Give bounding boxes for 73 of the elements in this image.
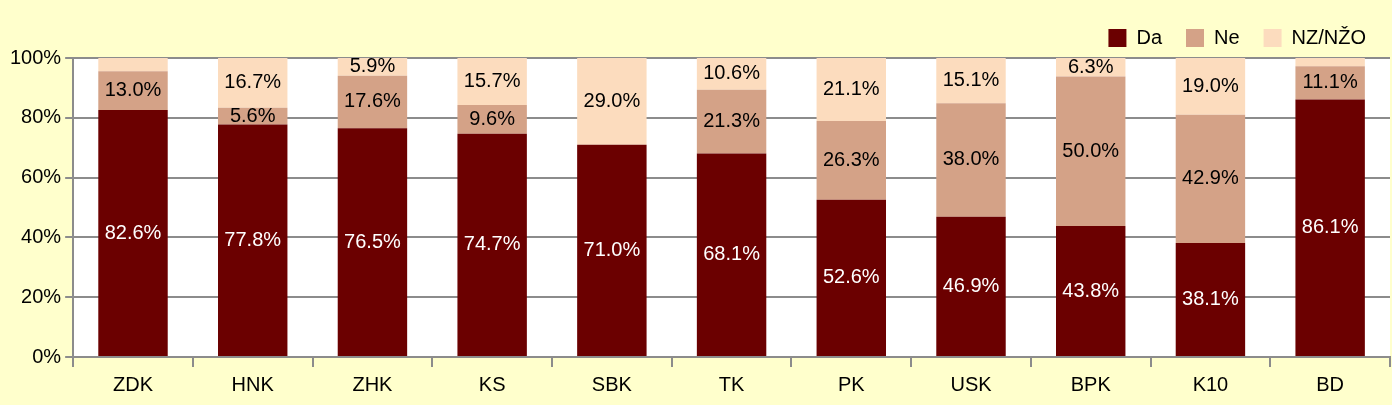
- data-label: 15.7%: [463, 68, 521, 91]
- bar: [457, 133, 527, 356]
- x-tick-label: SBK: [591, 372, 633, 395]
- x-tick-label: ZHK: [352, 372, 394, 395]
- bar: [696, 89, 767, 154]
- bar: [98, 110, 168, 356]
- data-label: 11.1%: [1302, 70, 1358, 93]
- data-label: 6.3%: [1067, 54, 1114, 77]
- bar: [816, 121, 887, 200]
- data-label: 38.0%: [942, 147, 1000, 170]
- data-label: 38.1%: [1182, 287, 1239, 310]
- data-label: 15.1%: [942, 68, 1000, 91]
- x-tick-label: BPK: [1070, 372, 1112, 395]
- data-label: 77.8%: [224, 227, 282, 250]
- bar: [218, 58, 288, 108]
- data-label: 16.7%: [224, 70, 282, 93]
- data-label: 50.0%: [1062, 138, 1120, 161]
- bar: [816, 58, 887, 122]
- data-label: 86.1%: [1301, 215, 1359, 238]
- bar: [696, 153, 767, 356]
- y-tick-label: 60%: [21, 165, 62, 188]
- data-label: 46.9%: [942, 273, 1000, 296]
- y-tick-label: 0%: [32, 344, 62, 367]
- data-label: 5.6%: [229, 103, 276, 126]
- bar: [816, 199, 887, 356]
- x-tick-label: PK: [837, 372, 866, 395]
- bar: [337, 128, 408, 356]
- data-label: 19.0%: [1182, 73, 1239, 96]
- x-tick-label: KS: [478, 372, 506, 395]
- bar: [218, 124, 288, 356]
- y-tick-label: 100%: [10, 45, 62, 68]
- x-tick-label: ZDK: [113, 372, 154, 395]
- x-tick-label: TK: [718, 372, 746, 395]
- bar: [936, 216, 1006, 356]
- bar: [1295, 99, 1365, 356]
- legend-label: Ne: [1214, 25, 1240, 48]
- y-tick-label: 20%: [21, 284, 62, 307]
- y-tick-label: 80%: [21, 105, 62, 128]
- legend-label: Da: [1136, 25, 1163, 48]
- bar: [1295, 58, 1365, 67]
- data-label: 68.1%: [703, 242, 761, 265]
- bar: [1056, 226, 1126, 356]
- data-label: 74.7%: [463, 232, 521, 255]
- x-tick-label: K10: [1192, 372, 1229, 395]
- data-label: 42.9%: [1182, 166, 1239, 189]
- x-tick-label: BD: [1316, 372, 1345, 395]
- data-label: 5.9%: [349, 54, 396, 77]
- data-label: 43.8%: [1062, 278, 1120, 301]
- data-label: 82.6%: [104, 220, 162, 243]
- bar: [1056, 76, 1126, 227]
- data-label: 13.0%: [104, 78, 162, 101]
- data-label: 21.1%: [822, 77, 880, 100]
- data-label: 52.6%: [822, 265, 880, 288]
- data-label: 71.0%: [583, 237, 641, 260]
- x-tick-label: USK: [950, 372, 993, 395]
- data-label: 29.0%: [583, 88, 641, 111]
- data-label: 10.6%: [703, 61, 761, 84]
- y-tick-label: 40%: [21, 224, 62, 247]
- x-tick-label: HNK: [231, 372, 275, 395]
- data-label: 26.3%: [822, 147, 880, 170]
- bar: [1175, 243, 1246, 356]
- bar: [98, 58, 168, 72]
- bar: [1175, 58, 1246, 115]
- bar: [1175, 114, 1246, 244]
- bar: [936, 103, 1006, 217]
- data-label: 76.5%: [344, 229, 401, 252]
- legend-label: NZ/NŽO: [1291, 25, 1366, 48]
- data-label: 21.3%: [703, 109, 761, 132]
- bar: [577, 144, 647, 356]
- data-label: 17.6%: [344, 89, 401, 112]
- data-label: 9.6%: [469, 106, 516, 129]
- bar: [577, 58, 647, 145]
- bar: [457, 58, 527, 105]
